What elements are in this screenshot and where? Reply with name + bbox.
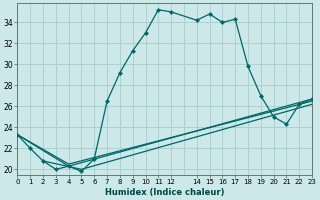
X-axis label: Humidex (Indice chaleur): Humidex (Indice chaleur)	[105, 188, 225, 197]
